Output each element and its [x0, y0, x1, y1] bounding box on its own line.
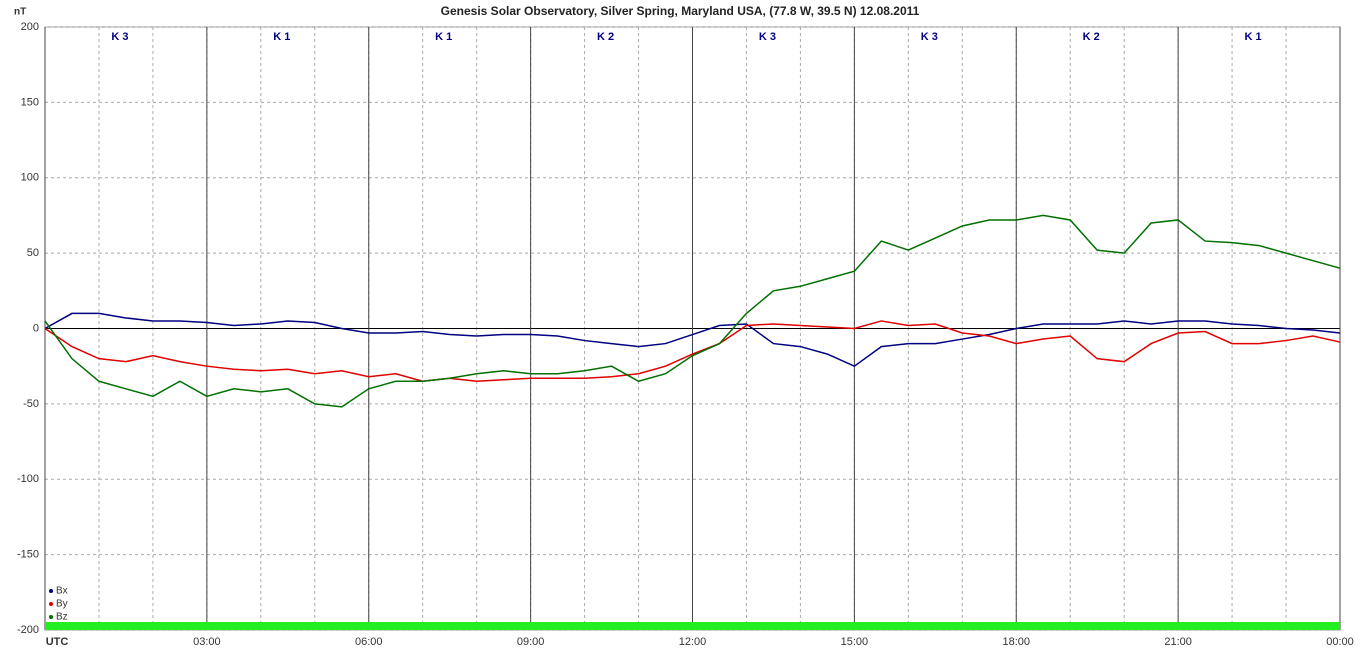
y-tick-label: -150 [17, 549, 39, 561]
k-index-label: K 3 [759, 31, 776, 43]
y-tick-label: 0 [33, 322, 39, 334]
x-tick-label: 21:00 [1164, 636, 1192, 648]
legend-label: Bz [56, 612, 68, 623]
k-index-label: K 2 [1083, 31, 1100, 43]
x-tick-label: 18:00 [1002, 636, 1030, 648]
y-tick-label: -100 [17, 473, 39, 485]
y-axis-label: nT [14, 7, 26, 18]
k-index-label: K 3 [921, 31, 938, 43]
series-line [44, 320, 1341, 383]
legend-label: Bx [56, 586, 68, 597]
legend-label: By [56, 599, 68, 610]
series-line [44, 214, 1341, 408]
y-tick-label: -50 [23, 398, 39, 410]
legend-marker [49, 589, 53, 593]
x-tick-label: 12:00 [679, 636, 707, 648]
y-tick-label: -200 [17, 624, 39, 636]
legend-marker [49, 615, 53, 619]
y-tick-label: 50 [27, 247, 39, 259]
chart-title: Genesis Solar Observatory, Silver Spring… [441, 4, 920, 18]
k-index-label: K 2 [597, 31, 614, 43]
x-tick-label: 15:00 [841, 636, 869, 648]
x-tick-label: UTC [46, 636, 69, 648]
y-tick-label: 200 [21, 21, 39, 33]
legend-marker [49, 602, 53, 606]
x-tick-label: 09:00 [517, 636, 545, 648]
y-tick-label: 100 [21, 172, 39, 184]
x-tick-label: 06:00 [355, 636, 383, 648]
series-line [44, 312, 1341, 368]
x-tick-label: 00:00 [1326, 636, 1354, 648]
status-band [45, 622, 1340, 630]
k-index-label: K 1 [273, 31, 290, 43]
k-index-label: K 1 [1245, 31, 1262, 43]
y-tick-label: 150 [21, 96, 39, 108]
x-tick-label: 03:00 [193, 636, 221, 648]
k-index-label: K 3 [111, 31, 128, 43]
k-index-label: K 1 [435, 31, 452, 43]
